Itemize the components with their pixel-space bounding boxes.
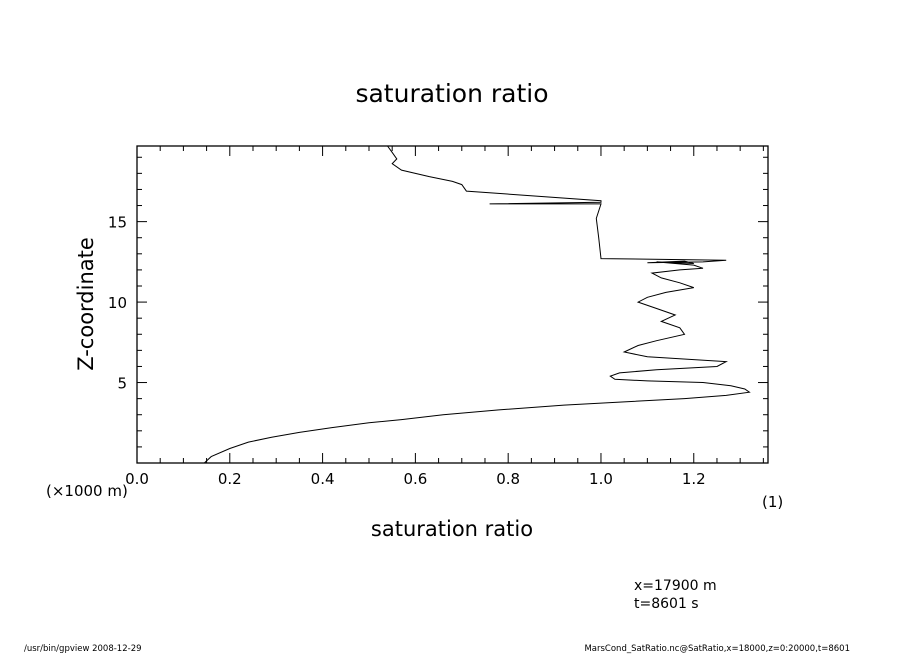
footer-right: MarsCond_SatRatio.nc@SatRatio,x=18000,z=… [584, 644, 850, 654]
x-tick-label: 0.6 [403, 470, 427, 488]
x-tick-label: 0.2 [218, 470, 242, 488]
y-tick-label: 5 [117, 375, 127, 393]
y-tick-label: 10 [108, 294, 127, 312]
x-tick-label: 0.8 [496, 470, 520, 488]
annotation-x: x=17900 m [634, 578, 717, 594]
tick-group: 0.0 0.2 0.4 0.6 0.8 1.0 1.2 5 10 15 [108, 146, 768, 488]
x-tick-label: 1.0 [589, 470, 613, 488]
y-unit-label: (×1000 m) [46, 482, 128, 500]
x-tick-label: 0.0 [125, 470, 149, 488]
y-tick-label: 15 [108, 214, 127, 232]
x-tick-label: 1.2 [682, 470, 706, 488]
plot-frame [136, 145, 769, 464]
footer-left: /usr/bin/gpview 2008-12-29 [24, 644, 142, 654]
x-axis-label: saturation ratio [371, 517, 533, 541]
chart-title: saturation ratio [355, 79, 548, 108]
x-unit-label: (1) [762, 493, 783, 511]
y-axis-label: Z-coordinate [74, 237, 98, 371]
annotation-t: t=8601 s [634, 596, 699, 612]
series-line [203, 145, 751, 464]
x-tick-label: 0.4 [311, 470, 335, 488]
